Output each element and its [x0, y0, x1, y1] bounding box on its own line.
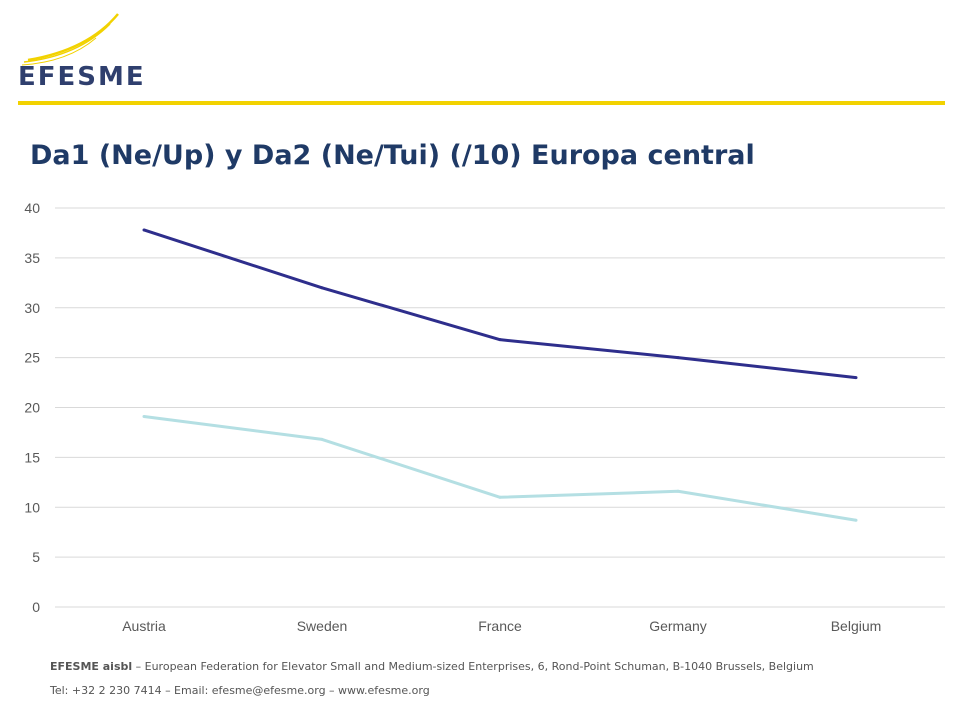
series-2-point	[320, 437, 324, 441]
efesme-logo: EFESME	[18, 10, 144, 92]
x-tick-label: Austria	[122, 618, 166, 634]
logo-swoosh-icon	[21, 13, 119, 66]
footer-address: EFESME aisbl – European Federation for E…	[50, 660, 814, 673]
line-chart: 0 5 10 15 20 25 30 35 40 Austria Sweden France Germa…	[24, 200, 945, 634]
series-2-point	[498, 495, 502, 499]
series-2-line	[143, 414, 857, 522]
y-tick-label: 35	[24, 250, 40, 266]
y-tick-label: 10	[24, 499, 40, 515]
y-tick-label: 15	[24, 449, 40, 465]
series-2-point	[676, 489, 680, 493]
y-tick-label: 30	[24, 300, 40, 316]
series-1-line	[143, 228, 857, 380]
series-1-point	[854, 376, 858, 380]
series-1-point	[320, 286, 324, 290]
footer-org-name: EFESME aisbl	[50, 660, 133, 673]
series-1-point	[498, 338, 502, 342]
footer-contact: Tel: +32 2 230 7414 – Email: efesme@efes…	[50, 684, 430, 697]
series-2-point	[142, 414, 146, 418]
y-tick-label: 5	[32, 549, 40, 565]
y-tick-label: 20	[24, 400, 40, 416]
y-tick-label: 40	[24, 200, 40, 216]
x-tick-label: Sweden	[297, 618, 348, 634]
logo-text: EFESME	[18, 62, 146, 92]
header-divider	[18, 101, 945, 105]
series-1-point	[676, 356, 680, 360]
x-tick-label: Belgium	[831, 618, 882, 634]
x-tick-label: Germany	[649, 618, 707, 634]
series-1-point	[142, 228, 146, 232]
x-tick-label: France	[478, 618, 522, 634]
chart-title: Da1 (Ne/Up) y Da2 (Ne/Tui) (/10) Europa …	[30, 140, 755, 171]
series-2-point	[854, 518, 858, 522]
footer-org-desc: – European Federation for Elevator Small…	[132, 660, 814, 673]
y-tick-label: 0	[32, 599, 40, 615]
y-tick-label: 25	[24, 350, 40, 366]
